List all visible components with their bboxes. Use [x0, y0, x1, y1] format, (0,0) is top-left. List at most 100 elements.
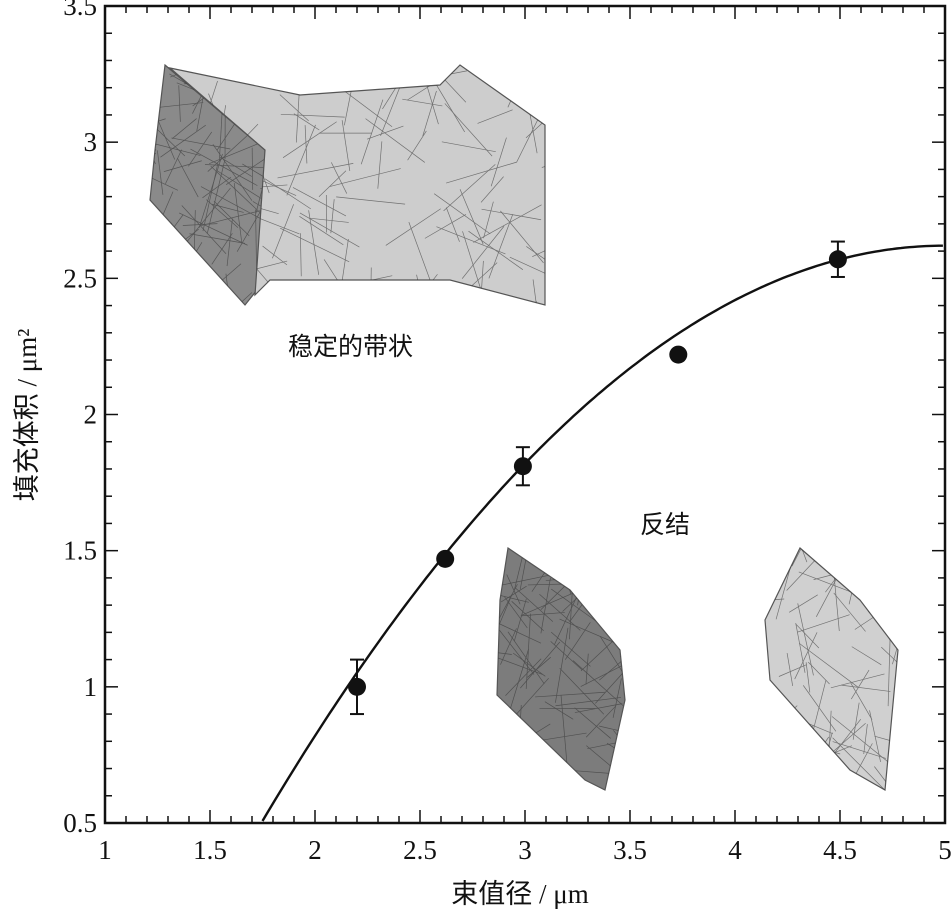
mesh-edge	[519, 556, 527, 590]
mesh-edge	[497, 745, 521, 756]
mesh-edge	[498, 623, 542, 644]
mesh-edge	[272, 204, 294, 259]
mesh-edge	[599, 652, 625, 681]
mesh-edge	[559, 618, 618, 645]
mesh-edge	[490, 137, 507, 187]
x-tick-label: 3.5	[613, 835, 647, 865]
mesh-edge	[150, 301, 170, 305]
mesh-edge	[210, 165, 265, 218]
mesh-edge	[797, 614, 850, 633]
mesh-edge	[163, 160, 202, 172]
mesh-edge	[443, 164, 496, 212]
mesh-edge	[279, 94, 309, 122]
mesh-edge	[277, 163, 354, 179]
mesh-edge	[341, 120, 351, 171]
mesh-edge	[799, 775, 819, 790]
mesh-edge	[509, 256, 545, 280]
mesh-edge	[150, 107, 156, 165]
y-tick-label: 3	[84, 127, 98, 157]
mesh-edge	[555, 697, 621, 707]
x-tick-label: 1.5	[193, 835, 227, 865]
mesh-edge	[480, 176, 504, 203]
mesh-edge	[336, 196, 406, 205]
x-tick-label: 2	[308, 835, 322, 865]
mesh-edge	[507, 65, 527, 108]
mesh-edge	[555, 627, 569, 703]
mesh-edge	[507, 631, 545, 685]
mesh-edge	[765, 555, 786, 565]
mesh-edge	[532, 238, 545, 258]
mesh-edge	[894, 627, 898, 638]
mesh-edge	[318, 170, 347, 197]
mesh-edge	[445, 207, 460, 242]
mesh-edge	[841, 684, 891, 692]
mesh-edge	[765, 656, 770, 679]
mesh-edge	[299, 216, 344, 246]
data-point	[513, 457, 532, 476]
mesh-edge	[398, 274, 438, 305]
x-tick-label: 1	[98, 835, 112, 865]
mesh-edge	[775, 559, 793, 620]
mesh-edge	[865, 554, 888, 589]
mesh-edge	[206, 159, 226, 234]
mesh-edge	[514, 598, 527, 641]
mesh-edge	[308, 210, 320, 275]
mesh-edge	[180, 187, 231, 250]
mesh-edge	[832, 737, 887, 790]
mesh-edge	[157, 102, 204, 108]
mesh-edge	[792, 719, 800, 751]
inset-stable-band-body-surface	[167, 64, 546, 306]
mesh-edge	[211, 203, 244, 213]
mesh-edge	[855, 548, 889, 561]
mesh-edge	[585, 653, 589, 685]
mesh-edge	[282, 65, 298, 91]
mesh-edge	[875, 556, 898, 589]
mesh-edge	[150, 118, 166, 130]
mesh-edge	[580, 596, 625, 603]
mesh-edge	[576, 548, 617, 572]
mesh-edge	[204, 164, 265, 169]
mesh-edge	[851, 646, 882, 666]
mesh-edge	[598, 725, 625, 741]
mesh-edge	[572, 660, 624, 706]
mesh-edge	[497, 584, 518, 621]
mesh-edge	[190, 148, 258, 186]
y-tick-label: 1.5	[63, 536, 97, 566]
mesh-edge	[545, 573, 621, 581]
mesh-edge	[786, 554, 821, 591]
mesh-edge	[217, 170, 265, 214]
mesh-edge	[791, 737, 800, 790]
mesh-edge	[265, 65, 328, 69]
x-axis-label: 束值径 / μm	[451, 879, 588, 909]
mesh-edge	[272, 65, 328, 93]
y-tick-label: 1	[84, 672, 98, 702]
mesh-edge	[595, 673, 623, 704]
mesh-edge	[188, 131, 213, 167]
mesh-edge	[168, 65, 213, 66]
mesh-edge	[585, 705, 617, 738]
mesh-edge	[776, 548, 795, 567]
mesh-edge	[150, 149, 157, 215]
mesh-edge	[850, 682, 873, 720]
mesh-edge	[527, 656, 551, 678]
mesh-edge	[574, 707, 611, 739]
mesh-edge	[551, 588, 597, 622]
mesh-edge	[280, 227, 350, 263]
mesh-edge	[198, 153, 223, 228]
mesh-edge	[525, 613, 531, 689]
mesh-edge	[194, 292, 253, 305]
mesh-edge	[473, 204, 542, 243]
mesh-edge	[150, 253, 186, 284]
x-tick-label: 5	[938, 835, 951, 865]
mesh-edge	[169, 272, 202, 286]
x-tick-label: 2.5	[403, 835, 437, 865]
mesh-edge	[262, 245, 288, 266]
mesh-edge	[477, 109, 513, 124]
mesh-edge	[171, 118, 197, 139]
mesh-edge	[444, 103, 493, 157]
mesh-edge	[226, 218, 233, 267]
mesh-edge	[446, 161, 518, 184]
mesh-edge	[520, 612, 565, 617]
mesh-edge	[525, 95, 545, 139]
mesh-edge	[585, 569, 622, 587]
